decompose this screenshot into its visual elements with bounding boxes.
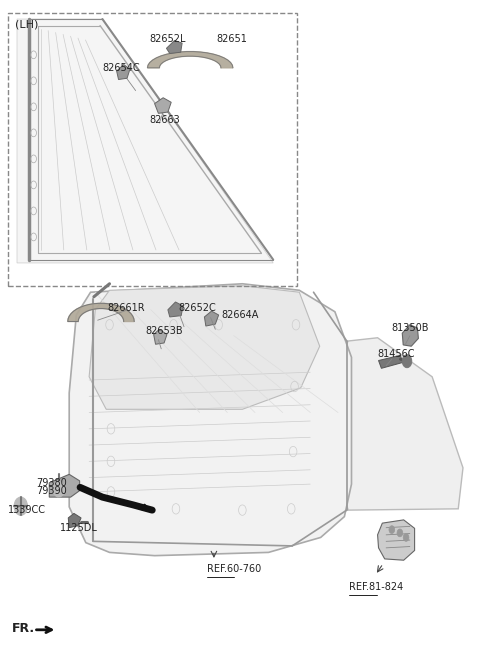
Polygon shape: [68, 514, 81, 527]
Text: REF.60-760: REF.60-760: [207, 564, 261, 573]
Text: 82653B: 82653B: [145, 326, 183, 337]
Text: (LH): (LH): [14, 19, 38, 29]
Text: 82664A: 82664A: [221, 310, 258, 320]
Polygon shape: [49, 474, 80, 497]
Circle shape: [14, 497, 27, 516]
Polygon shape: [117, 64, 130, 79]
Text: 81350B: 81350B: [392, 323, 429, 333]
Circle shape: [397, 529, 403, 537]
Text: 1339CC: 1339CC: [8, 505, 46, 515]
Polygon shape: [17, 19, 273, 263]
Polygon shape: [378, 520, 415, 560]
Polygon shape: [154, 329, 167, 344]
Polygon shape: [204, 311, 219, 326]
Polygon shape: [315, 338, 463, 510]
Text: REF.81-824: REF.81-824: [349, 582, 403, 592]
Text: 1125DL: 1125DL: [60, 523, 97, 533]
Circle shape: [53, 482, 64, 497]
Polygon shape: [155, 98, 171, 113]
Text: FR.: FR.: [12, 622, 36, 635]
Polygon shape: [68, 303, 134, 321]
Text: 82651: 82651: [216, 33, 247, 43]
Circle shape: [389, 525, 395, 533]
Text: 82663: 82663: [150, 115, 180, 125]
Circle shape: [403, 533, 409, 541]
Text: 82652C: 82652C: [179, 304, 216, 314]
Text: 82661R: 82661R: [107, 304, 145, 314]
Polygon shape: [89, 286, 320, 409]
Text: 79380: 79380: [36, 478, 67, 488]
Text: 82654C: 82654C: [102, 63, 140, 73]
Circle shape: [402, 355, 412, 367]
Polygon shape: [402, 325, 419, 346]
Text: 81456C: 81456C: [378, 349, 415, 359]
Text: 79390: 79390: [36, 485, 67, 496]
Polygon shape: [379, 356, 403, 368]
Polygon shape: [147, 52, 233, 68]
Polygon shape: [168, 302, 183, 317]
Text: 82652L: 82652L: [150, 33, 186, 43]
Polygon shape: [167, 41, 182, 54]
Polygon shape: [69, 284, 351, 556]
